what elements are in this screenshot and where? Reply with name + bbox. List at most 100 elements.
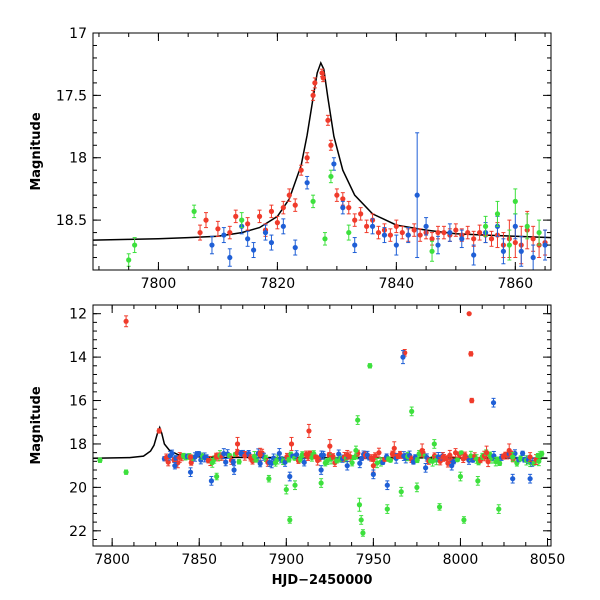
top-blue-point [268,234,275,251]
bottom-red-point [234,436,241,451]
bottom-blue-point [400,350,406,365]
top-ylabel: Magnitude [29,112,44,191]
bottom-green-point [318,478,324,488]
bottom-red-point [440,452,446,462]
bottom-baseline-point [188,459,194,466]
bottom-ytick-label: 14 [69,350,87,366]
top-blue-point [542,229,548,261]
bottom-green-point [353,445,359,456]
top-green-point [536,219,542,246]
bottom-blue-point [449,460,455,471]
top-xtick-label: 7820 [260,276,296,292]
top-blue-point [471,244,477,266]
bottom-baseline-point [376,447,382,458]
top-red-point [465,225,471,240]
top-blue-point [331,157,337,171]
top-ytick-label: 17.5 [56,88,87,104]
top-blue-point [280,218,286,235]
bottom-blue-point [490,397,497,408]
top-red-point [471,230,477,247]
top-green-point [482,215,489,237]
bottom-green-point [536,456,542,467]
top-blue-point [304,175,310,190]
bottom-xtick-label: 8000 [443,552,479,568]
top-red-point [453,223,459,237]
top-green-point [191,204,197,219]
top-green-point [524,213,530,240]
top-blue-point [393,234,399,256]
top-green-point [506,229,512,261]
top-blue-point [459,229,465,249]
top-red-point [375,225,382,240]
bottom-baseline-point [242,451,248,461]
bottom-green-point [431,439,437,449]
top-red-point [441,225,447,240]
bottom-green-point [409,406,415,417]
bottom-green-point [355,415,361,425]
bottom-baseline-point [320,450,326,460]
bottom-xtick-label: 7900 [268,552,304,568]
top-red-point [227,225,233,240]
bottom-ytick-label: 20 [69,480,87,496]
bottom-blue-point [344,460,350,471]
top-axes-frame [92,32,552,271]
bottom-red-point [327,439,333,454]
bottom-baseline-point [414,457,420,464]
bottom-red-point [306,423,312,438]
top-green-point [322,232,328,246]
bottom-baseline-point [324,457,330,465]
bottom-baseline-point [539,450,545,457]
bottom-green-point [414,482,420,493]
bottom-red-point [391,441,397,456]
bottom-baseline-point [236,459,242,465]
bottom-baseline-point [387,457,394,463]
bottom-panel: 7800 7850 7900 7950 8000 8050 12 14 16 18 20 22 Magn… [29,304,565,588]
bottom-green-point [97,457,103,463]
top-red-point [268,204,275,219]
top-red-point [399,225,405,240]
top-red-point [233,209,239,224]
top-blue-point [221,227,227,244]
top-red-point [310,89,316,101]
bottom-blue-point [510,473,516,484]
bottom-ytick-label: 18 [69,437,87,453]
bottom-blue-point [287,471,293,482]
bottom-blue-point [231,465,237,475]
top-xtick-label: 7800 [141,276,177,292]
top-blue-point [381,227,388,244]
bottom-green-point [384,504,390,514]
bottom-green-point [358,515,364,525]
bottom-baseline-point [497,460,503,467]
top-green-point [512,188,518,215]
top-green-point [126,253,132,267]
bottom-red-point [156,428,162,434]
top-green-point [239,212,245,229]
bottom-blue-point [172,461,178,470]
top-red-point [393,219,399,234]
top-panel: 7800 7820 7840 7860 17 17.5 18 18.5 Magnitude [29,26,552,292]
top-red-point [215,220,221,237]
bottom-baseline-point [520,450,526,457]
bottom-green-point [123,469,129,475]
top-red-point [274,215,280,230]
top-red-point [346,200,352,215]
bottom-green-point [356,497,363,512]
top-blue-point [292,239,298,256]
top-red-point [280,200,286,215]
bottom-green-point [436,503,443,511]
bottom-baseline-point [230,459,236,466]
top-red-point [334,188,340,202]
top-xtick-label: 7860 [497,276,533,292]
bottom-plot-area [93,311,548,537]
bottom-red-point [344,449,350,460]
top-green-point [132,237,138,254]
top-red-point [197,224,203,241]
bottom-green-point [457,471,464,482]
bottom-red-point [468,351,474,357]
top-green-point [494,200,501,227]
bottom-red-point [419,443,425,458]
top-blue-point [352,237,358,254]
top-red-point [488,230,495,247]
top-green-point [310,194,316,209]
